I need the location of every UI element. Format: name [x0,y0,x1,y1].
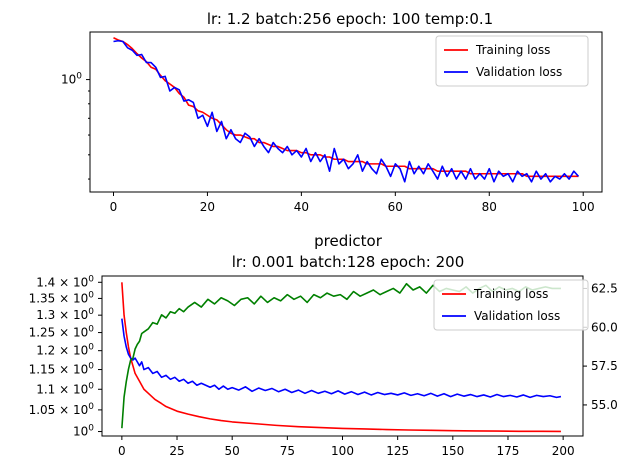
y-tick-label: 100 [61,72,82,87]
y-tick-label: 1.35 × 100 [29,290,95,305]
y-tick-label: 1.3 × 100 [36,307,94,322]
x-tick-label: 25 [169,444,184,458]
y-tick-label: 1.05 × 100 [29,402,95,417]
legend-label: Validation loss [474,309,560,323]
y-tick-label: 1.15 × 100 [29,362,95,377]
top-plot-area [113,37,580,183]
top-y-axis: 100 [61,72,90,180]
top-legend: Training loss Validation loss [435,35,589,87]
y2-tick-label: 57.5 [591,359,618,373]
bottom-chart-subtitle: lr: 0.001 batch:128 epoch: 200 [232,253,465,271]
legend-label: Training loss [475,43,550,57]
x-tick-label: 20 [200,200,215,214]
y-tick-label: 1.1 × 100 [36,381,94,396]
x-tick-label: 150 [441,444,464,458]
top-axes-frame [89,31,603,193]
y2-tick-label: 60.0 [591,320,618,334]
bottom-y-axis-left: 100 1.05 × 100 1.1 × 100 1.15 × 100 1.2 × 10… [29,274,102,439]
y-tick-label: 1.25 × 100 [29,325,95,340]
x-tick-label: 200 [552,444,575,458]
series-line-2 [121,318,562,399]
bottom-legend: Training loss Validation loss [433,279,589,331]
bottom-y-axis-right: 55.0 57.5 60.0 62.5 [583,281,618,412]
x-tick-label: 50 [225,444,240,458]
x-tick-label: 0 [110,200,118,214]
legend-box [433,279,589,331]
top-chart-title: lr: 1.2 batch:256 epoch: 100 temp:0.1 [207,10,493,28]
x-tick-label: 40 [294,200,309,214]
x-tick-label: 100 [331,444,354,458]
y2-tick-label: 62.5 [591,281,618,295]
x-tick-label: 100 [572,200,595,214]
top-chart: lr: 1.2 batch:256 epoch: 100 temp:0.1 0 2… [61,10,603,214]
x-tick-label: 75 [280,444,295,458]
y-tick-label: 1.4 × 100 [36,274,94,289]
x-tick-label: 80 [482,200,497,214]
y2-tick-label: 55.0 [591,398,618,412]
series-line-1 [121,282,561,433]
bottom-chart: predictor lr: 0.001 batch:128 epoch: 200… [29,232,618,458]
legend-label: Training loss [473,287,548,301]
top-x-axis: 0 20 40 60 80 100 [110,192,595,214]
y-tick-label: 1.2 × 100 [36,343,94,358]
bottom-chart-title: predictor [314,232,383,250]
y-tick-label: 100 [73,424,94,439]
x-tick-label: 175 [497,444,520,458]
x-tick-label: 125 [386,444,409,458]
x-tick-label: 0 [118,444,126,458]
series-line-2 [113,39,580,183]
legend-box [435,35,589,87]
legend-label: Validation loss [476,65,562,79]
bottom-x-axis: 0 25 50 75 100 125 150 175 200 [118,436,575,458]
x-tick-label: 60 [388,200,403,214]
